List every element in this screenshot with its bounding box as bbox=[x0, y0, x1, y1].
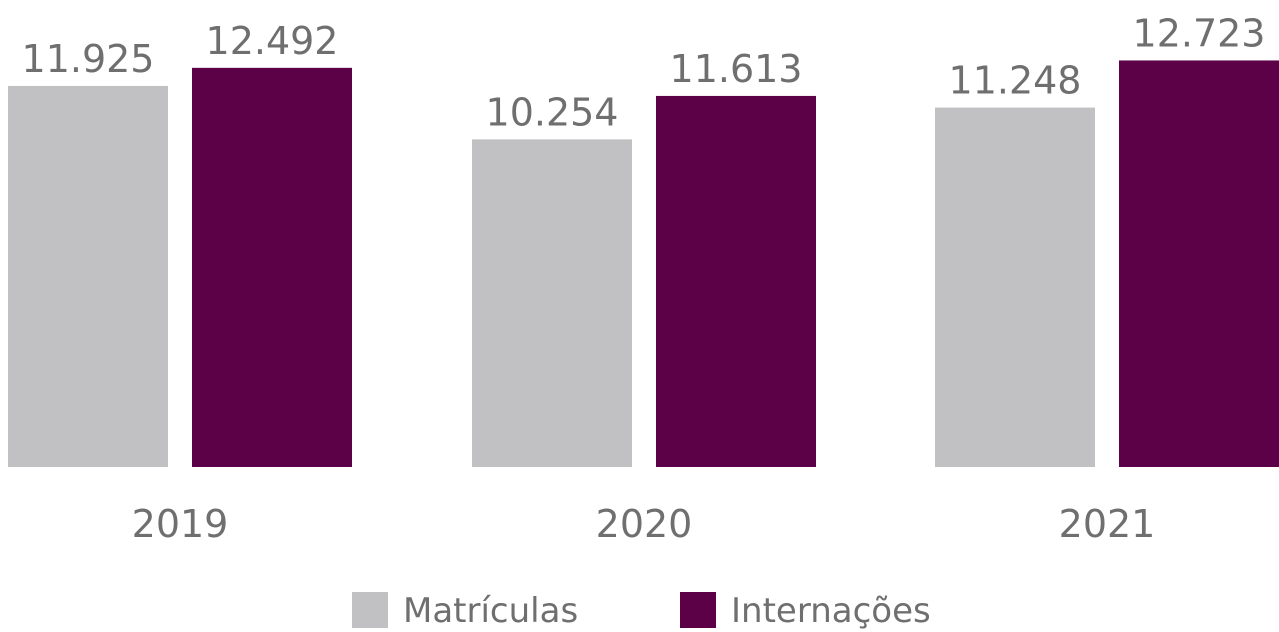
bar-matriculas-2019 bbox=[8, 85, 168, 467]
legend: Matrículas Internações bbox=[352, 591, 931, 631]
legend-swatch-matriculas bbox=[352, 592, 388, 628]
legend-label-matriculas: Matrículas bbox=[403, 591, 578, 631]
bar-matriculas-2020 bbox=[472, 139, 632, 467]
x-tick-label-2021: 2021 bbox=[1059, 502, 1156, 546]
bar-internacoes-2019 bbox=[192, 67, 352, 468]
bar-internacoes-2020 bbox=[656, 95, 816, 468]
bar-internacoes-2021 bbox=[1119, 60, 1279, 468]
value-label-internacoes-2021: 12.723 bbox=[1133, 11, 1266, 55]
bars-layer bbox=[8, 60, 1279, 468]
legend-swatch-internacoes bbox=[680, 592, 716, 628]
x-axis-labels: 2019 2020 2021 bbox=[132, 502, 1156, 546]
value-label-internacoes-2019: 12.492 bbox=[206, 19, 339, 63]
value-label-matriculas-2021: 11.248 bbox=[949, 59, 1082, 103]
value-label-matriculas-2019: 11.925 bbox=[22, 37, 155, 81]
value-label-matriculas-2020: 10.254 bbox=[486, 90, 619, 134]
value-labels-layer: 11.925 12.492 10.254 11.613 11.248 12.723 bbox=[22, 11, 1266, 134]
x-tick-label-2019: 2019 bbox=[132, 502, 229, 546]
x-tick-label-2020: 2020 bbox=[596, 502, 693, 546]
value-label-internacoes-2020: 11.613 bbox=[670, 47, 803, 91]
bar-matriculas-2021 bbox=[935, 107, 1095, 467]
legend-label-internacoes: Internações bbox=[731, 591, 931, 631]
